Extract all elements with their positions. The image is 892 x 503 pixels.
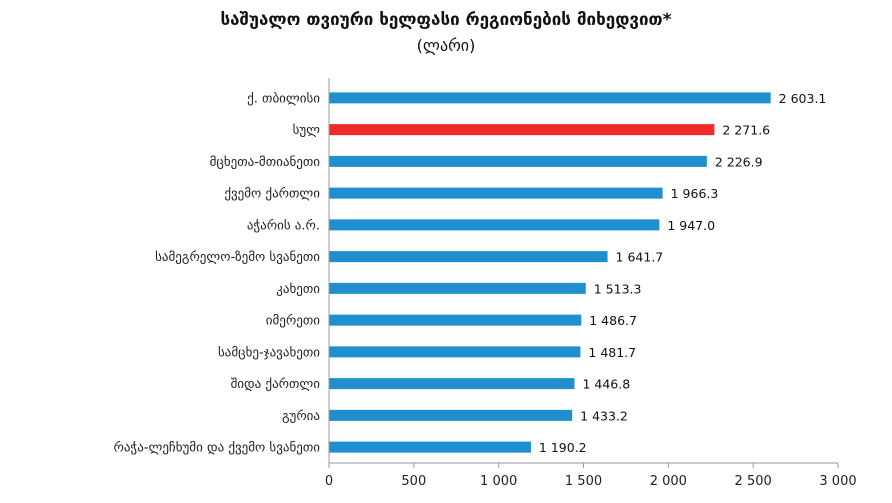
value-label: 1 966.3 xyxy=(671,186,719,201)
category-label: რაჭა-ლეჩხუმი და ქვემო სვანეთი xyxy=(113,441,320,456)
chart-subtitle: (ლარი) xyxy=(416,36,476,55)
value-label: 1 433.2 xyxy=(580,408,628,423)
value-label: 2 271.6 xyxy=(722,123,770,138)
chart-title: საშუალო თვიური ხელფასი რეგიონების მიხედვ… xyxy=(220,10,672,30)
value-label: 2 226.9 xyxy=(715,154,763,169)
bar xyxy=(329,409,573,421)
category-label: იმერეთი xyxy=(266,314,320,329)
x-tick-label: 0 xyxy=(325,474,333,489)
bar xyxy=(329,314,582,326)
x-tick-label: 2 000 xyxy=(650,474,687,489)
category-label: კახეთი xyxy=(276,282,320,297)
category-label: ქვემო ქართლი xyxy=(224,187,320,202)
bar xyxy=(329,251,608,263)
bar xyxy=(329,282,586,294)
x-tick-label: 1 000 xyxy=(480,474,517,489)
bar xyxy=(329,124,715,136)
x-tick-label: 3 000 xyxy=(819,474,856,489)
value-label: 1 190.2 xyxy=(539,440,587,455)
bar xyxy=(329,92,771,104)
value-label: 1 481.7 xyxy=(588,345,636,360)
bar xyxy=(329,441,531,453)
category-label: აჭარის ა.რ. xyxy=(247,218,320,233)
value-label: 1 641.7 xyxy=(616,250,664,265)
category-label: სამეგრელო-ზემო სვანეთი xyxy=(155,250,320,265)
bar xyxy=(329,155,707,167)
bar xyxy=(329,219,660,231)
category-label: მცხეთა-მთიანეთი xyxy=(210,155,321,170)
x-tick-label: 1 500 xyxy=(565,474,602,489)
category-label: სამცხე-ჯავახეთი xyxy=(218,345,320,360)
category-label: ქ. თბილისი xyxy=(247,91,320,106)
value-label: 1 486.7 xyxy=(589,313,637,328)
bar xyxy=(329,346,581,358)
x-tick-label: 2 500 xyxy=(735,474,772,489)
category-label: შიდა ქართლი xyxy=(231,377,321,392)
value-label: 1 446.8 xyxy=(582,377,630,392)
x-tick-label: 500 xyxy=(401,474,426,489)
value-label: 2 603.1 xyxy=(779,91,827,106)
category-label: გურია xyxy=(282,409,320,424)
bar xyxy=(329,378,575,390)
category-label: სულ xyxy=(293,123,321,138)
value-label: 1 513.3 xyxy=(594,281,642,296)
value-label: 1 947.0 xyxy=(667,218,715,233)
bar xyxy=(329,187,663,199)
